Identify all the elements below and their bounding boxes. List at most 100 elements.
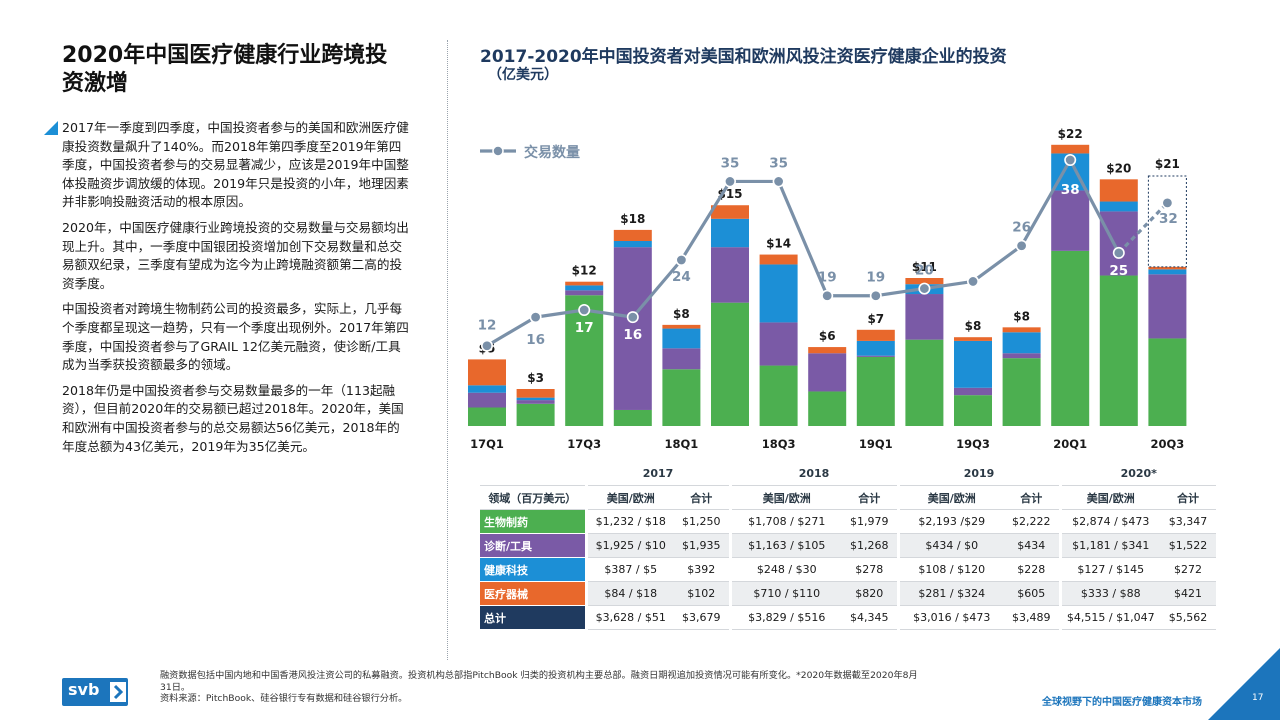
bar-segment-医疗器械 (808, 347, 847, 354)
deal-point (626, 311, 639, 324)
bar-segment-健康科技 (759, 264, 798, 323)
us-eu-header: 美国/欧洲 (896, 485, 1004, 510)
x-tick-label: 20Q3 (1151, 437, 1185, 451)
bar-segment-诊断/工具 (711, 247, 749, 303)
bar-segment-生物制药 (613, 409, 652, 426)
bar-segment-诊断/工具 (1002, 353, 1041, 359)
deal-point (480, 339, 493, 352)
table-cell: $421 (1160, 581, 1216, 606)
deals-line-projected (1117, 201, 1169, 254)
table-cell: $108 / $120 (896, 557, 1004, 582)
deal-point (529, 311, 542, 324)
deal-count-label: 25 (1109, 263, 1128, 279)
legend-marker (492, 145, 504, 157)
table-cell: $4,515 / $1,047 (1058, 605, 1160, 630)
column-header-row: 领域（百万美元） 美国/欧洲 合计 美国/欧洲 合计 美国/欧洲 合计 美国/欧… (480, 485, 1216, 510)
bar-segment-医疗器械 (905, 278, 944, 285)
table-cell: $1,232 / $18 (584, 509, 674, 534)
chart-title: 2017-2020年中国投资者对美国和欧洲风投注资医疗健康企业的投资 (480, 47, 1007, 67)
table-cell: $387 / $5 (584, 557, 674, 582)
bar-segment-生物制药 (711, 302, 749, 426)
bar-segment-生物制药 (565, 295, 604, 426)
x-tick-label: 20Q1 (1053, 437, 1087, 451)
bar-segment-诊断/工具 (1099, 211, 1138, 276)
bar-segment-诊断/工具 (1051, 190, 1090, 251)
deal-point (1161, 196, 1174, 209)
deal-count-label: 38 (1061, 182, 1080, 198)
deal-point (869, 289, 882, 302)
bar-total-label: $8 (1013, 309, 1030, 323)
page-title: 2020年中国医疗健康行业跨境投资激增 (62, 43, 388, 96)
table-cell: $1,268 (842, 533, 898, 558)
x-tick-label: 17Q1 (470, 437, 504, 451)
table-cell: $1,181 / $341 (1058, 533, 1160, 558)
deal-point (1015, 239, 1028, 252)
deal-point (723, 175, 736, 188)
footnote-source: 资料来源：PitchBook、硅谷银行专有数据和硅谷银行分析。 (160, 693, 408, 704)
table-cell: $3,489 (1004, 605, 1060, 630)
table-cell: $3,628 / $51 (584, 605, 674, 630)
bar-segment-健康科技 (662, 328, 701, 349)
total-header: 合计 (1160, 485, 1216, 510)
deal-point (821, 289, 834, 302)
bar-total-label: $21 (1155, 157, 1180, 171)
table-cell: $333 / $88 (1058, 581, 1160, 606)
year-header: 2020* (1058, 462, 1216, 486)
bar-segment-健康科技 (1099, 201, 1138, 212)
bar-segment-健康科技 (1148, 269, 1187, 275)
page-number: 17 (1252, 693, 1264, 703)
chevron-right-icon (110, 682, 126, 702)
svb-logo-text: svb (68, 680, 100, 699)
table-cell: $3,829 / $516 (728, 605, 842, 630)
legend-label: 交易数量 (524, 144, 580, 161)
footnote: 融资数据包括中国内地和中国香港风投注资公司的私募融资。投资机构总部指PitchB… (160, 670, 920, 705)
body-text: 2017年一季度到四季度，中国投资者参与的美国和欧洲医疗健康投资数量飙升了140… (62, 119, 412, 463)
bar-segment-健康科技 (565, 285, 604, 291)
bar-segment-健康科技 (954, 340, 992, 388)
deal-point (1064, 154, 1077, 167)
bar-segment-生物制药 (662, 369, 701, 426)
footer-brand: 全球视野下的中国医疗健康资本市场 (1042, 697, 1202, 708)
row-label: 诊断/工具 (480, 533, 586, 558)
table-cell: $434 / $0 (896, 533, 1004, 558)
bar-total-label: $22 (1058, 127, 1083, 141)
chart-unit: （亿美元） (488, 67, 558, 83)
table-cell: $1,163 / $105 (728, 533, 842, 558)
us-eu-header: 美国/欧洲 (728, 485, 842, 510)
bullet-triangle-icon (44, 121, 58, 135)
bar-segment-诊断/工具 (468, 392, 506, 408)
deal-count-label: 19 (818, 270, 837, 286)
deal-point (772, 175, 785, 188)
table-cell: $392 (674, 557, 730, 582)
table-cell: $3,679 (674, 605, 730, 630)
bar-segment-医疗器械 (1099, 179, 1138, 202)
us-eu-header: 美国/欧洲 (584, 485, 674, 510)
bar-segment-诊断/工具 (856, 355, 895, 357)
table-cell: $3,016 / $473 (896, 605, 1004, 630)
bar-segment-健康科技 (856, 340, 895, 356)
bar-segment-诊断/工具 (565, 290, 604, 296)
table-cell: $84 / $18 (584, 581, 674, 606)
paragraph: 2020年，中国医疗健康行业跨境投资的交易数量与交易额均出现上升。其中，一季度中… (62, 219, 409, 291)
bar-segment-生物制药 (954, 395, 992, 426)
bar-segment-健康科技 (613, 241, 652, 248)
table-cell: $228 (1004, 557, 1060, 582)
bar-segment-诊断/工具 (1148, 274, 1187, 339)
table-cell: $102 (674, 581, 730, 606)
table-row: 生物制药 $1,232 / $18 $1,250 $1,708 / $271 $1,97… (480, 509, 1216, 534)
field-header: 领域（百万美元） (480, 485, 586, 510)
year-header-row: 2017 2018 2019 2020* (480, 462, 1216, 486)
deal-count-label: 20 (915, 263, 934, 279)
row-label: 医疗器械 (480, 581, 586, 606)
table-cell: $1,250 (674, 509, 730, 534)
row-label: 总计 (480, 605, 586, 630)
table-cell: $1,925 / $10 (584, 533, 674, 558)
row-label: 健康科技 (480, 557, 586, 582)
bar-segment-诊断/工具 (516, 400, 555, 404)
projected-box (1147, 175, 1187, 268)
bar-total-label: $6 (819, 329, 836, 343)
bar-segment-诊断/工具 (954, 387, 992, 396)
table-cell: $281 / $324 (896, 581, 1004, 606)
bar-total-label: $11 (912, 260, 937, 274)
bar-segment-医疗器械 (662, 324, 701, 329)
